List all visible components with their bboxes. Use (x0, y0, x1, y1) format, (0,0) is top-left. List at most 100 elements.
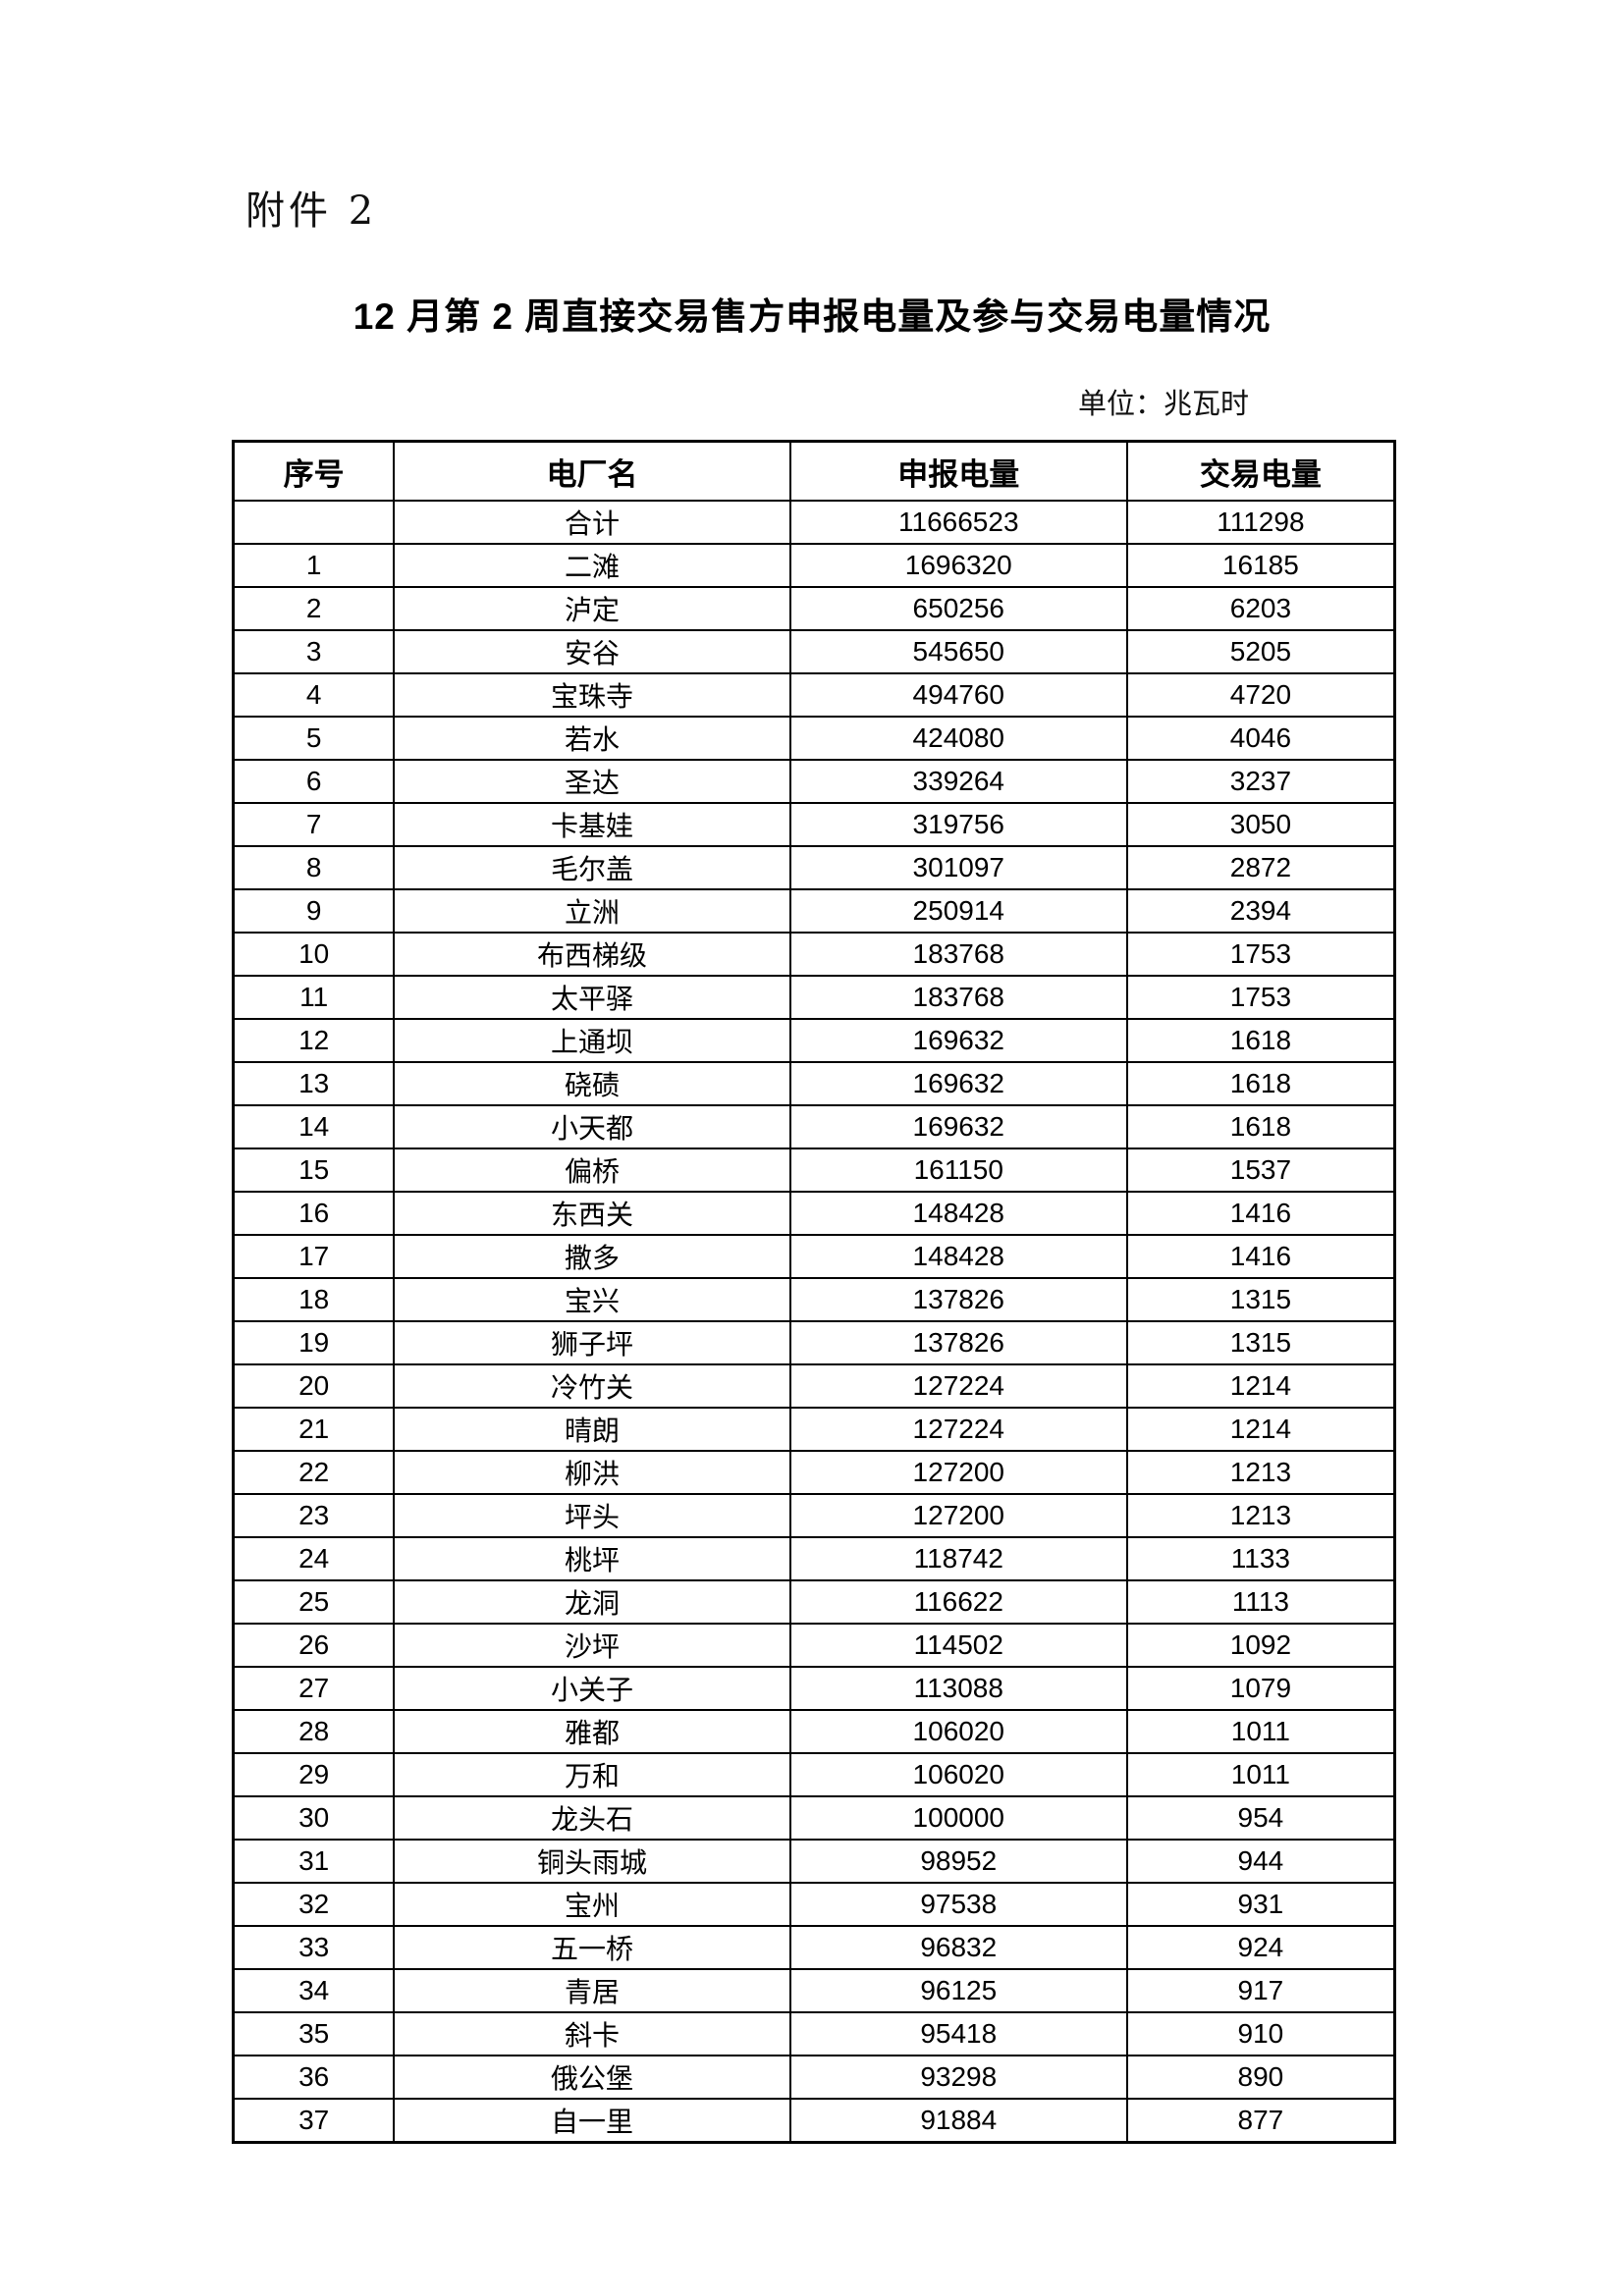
cell-index: 33 (232, 1925, 396, 1970)
cell-traded-energy: 1092 (1125, 1623, 1396, 1668)
cell-index: 15 (232, 1148, 396, 1193)
cell-traded-energy: 1214 (1125, 1407, 1396, 1452)
table-row: 27 小关子 113088 1079 (232, 1666, 1396, 1711)
cell-plant-name: 东西关 (393, 1191, 791, 1236)
cell-index: 24 (232, 1536, 396, 1581)
cell-plant-name: 柳洪 (393, 1450, 791, 1495)
cell-index: 4 (232, 672, 396, 718)
table-row: 11 太平驿 183768 1753 (232, 975, 1396, 1020)
cell-plant-name: 五一桥 (393, 1925, 791, 1970)
cell-declared-energy: 97538 (788, 1882, 1128, 1927)
cell-traded-energy: 4046 (1125, 716, 1396, 761)
cell-declared-energy: 319756 (788, 802, 1128, 847)
table-row: 19 狮子坪 137826 1315 (232, 1320, 1396, 1365)
table-row: 17 撒多 148428 1416 (232, 1234, 1396, 1279)
table-row: 33 五一桥 96832 924 (232, 1925, 1396, 1970)
cell-plant-name: 上通坝 (393, 1018, 791, 1063)
table-row: 36 俄公堡 93298 890 (232, 2055, 1396, 2100)
cell-plant-name: 泸定 (393, 586, 791, 631)
cell-index: 14 (232, 1104, 396, 1149)
cell-plant-name: 二滩 (393, 543, 791, 588)
table-body: 合计 11666523 111298 1 二滩 1696320 16185 2 … (232, 500, 1396, 2144)
table-row: 14 小天都 169632 1618 (232, 1104, 1396, 1149)
table-row: 4 宝珠寺 494760 4720 (232, 672, 1396, 718)
cell-plant-name: 合计 (393, 500, 791, 545)
cell-traded-energy: 931 (1125, 1882, 1396, 1927)
cell-index: 34 (232, 1968, 396, 2013)
cell-declared-energy: 114502 (788, 1623, 1128, 1668)
cell-traded-energy: 890 (1125, 2055, 1396, 2100)
cell-index: 18 (232, 1277, 396, 1322)
table-row: 22 柳洪 127200 1213 (232, 1450, 1396, 1495)
col-header-declared-energy: 申报电量 (788, 440, 1128, 502)
cell-declared-energy: 127224 (788, 1407, 1128, 1452)
cell-index: 8 (232, 845, 396, 890)
cell-declared-energy: 118742 (788, 1536, 1128, 1581)
cell-traded-energy: 1011 (1125, 1752, 1396, 1797)
cell-index: 21 (232, 1407, 396, 1452)
cell-index: 31 (232, 1839, 396, 1884)
cell-declared-energy: 494760 (788, 672, 1128, 718)
cell-index: 35 (232, 2011, 396, 2056)
cell-traded-energy: 5205 (1125, 629, 1396, 674)
cell-declared-energy: 93298 (788, 2055, 1128, 2100)
cell-traded-energy: 1315 (1125, 1277, 1396, 1322)
cell-plant-name: 圣达 (393, 759, 791, 804)
cell-traded-energy: 1618 (1125, 1104, 1396, 1149)
table-row: 26 沙坪 114502 1092 (232, 1623, 1396, 1668)
cell-declared-energy: 98952 (788, 1839, 1128, 1884)
cell-traded-energy: 16185 (1125, 543, 1396, 588)
cell-declared-energy: 169632 (788, 1104, 1128, 1149)
table-row: 8 毛尔盖 301097 2872 (232, 845, 1396, 890)
cell-index: 26 (232, 1623, 396, 1668)
cell-plant-name: 卡基娃 (393, 802, 791, 847)
cell-traded-energy: 1011 (1125, 1709, 1396, 1754)
cell-traded-energy: 1753 (1125, 932, 1396, 977)
cell-traded-energy: 3237 (1125, 759, 1396, 804)
table-header-row: 序号 电厂名 申报电量 交易电量 (232, 440, 1396, 502)
table-row: 30 龙头石 100000 954 (232, 1795, 1396, 1841)
cell-declared-energy: 183768 (788, 975, 1128, 1020)
cell-traded-energy: 1537 (1125, 1148, 1396, 1193)
cell-declared-energy: 116622 (788, 1579, 1128, 1625)
table-row: 6 圣达 339264 3237 (232, 759, 1396, 804)
table-row: 13 硗碛 169632 1618 (232, 1061, 1396, 1106)
cell-traded-energy: 954 (1125, 1795, 1396, 1841)
cell-declared-energy: 127200 (788, 1450, 1128, 1495)
power-trading-table: 序号 电厂名 申报电量 交易电量 合计 11666523 111298 1 二滩… (232, 440, 1396, 2144)
cell-declared-energy: 148428 (788, 1234, 1128, 1279)
cell-index: 16 (232, 1191, 396, 1236)
cell-index: 10 (232, 932, 396, 977)
cell-plant-name: 宝珠寺 (393, 672, 791, 718)
unit-label: 单位：兆瓦时 (1077, 387, 1249, 420)
cell-declared-energy: 137826 (788, 1277, 1128, 1322)
table-row: 15 偏桥 161150 1537 (232, 1148, 1396, 1193)
cell-traded-energy: 1214 (1125, 1363, 1396, 1409)
table-row: 35 斜卡 95418 910 (232, 2011, 1396, 2056)
cell-plant-name: 宝兴 (393, 1277, 791, 1322)
cell-plant-name: 俄公堡 (393, 2055, 791, 2100)
cell-index: 1 (232, 543, 396, 588)
table-row: 20 冷竹关 127224 1214 (232, 1363, 1396, 1409)
cell-plant-name: 自一里 (393, 2098, 791, 2144)
cell-declared-energy: 100000 (788, 1795, 1128, 1841)
cell-traded-energy: 1213 (1125, 1450, 1396, 1495)
cell-plant-name: 龙头石 (393, 1795, 791, 1841)
cell-plant-name: 硗碛 (393, 1061, 791, 1106)
table-row: 合计 11666523 111298 (232, 500, 1396, 545)
cell-traded-energy: 924 (1125, 1925, 1396, 1970)
table-row: 2 泸定 650256 6203 (232, 586, 1396, 631)
cell-declared-energy: 96832 (788, 1925, 1128, 1970)
cell-index (232, 500, 396, 545)
cell-index: 25 (232, 1579, 396, 1625)
table-row: 9 立洲 250914 2394 (232, 888, 1396, 934)
cell-plant-name: 安谷 (393, 629, 791, 674)
cell-traded-energy: 944 (1125, 1839, 1396, 1884)
table-row: 32 宝州 97538 931 (232, 1882, 1396, 1927)
cell-traded-energy: 877 (1125, 2098, 1396, 2144)
cell-plant-name: 桃坪 (393, 1536, 791, 1581)
cell-traded-energy: 1416 (1125, 1234, 1396, 1279)
cell-index: 6 (232, 759, 396, 804)
cell-plant-name: 坪头 (393, 1493, 791, 1538)
